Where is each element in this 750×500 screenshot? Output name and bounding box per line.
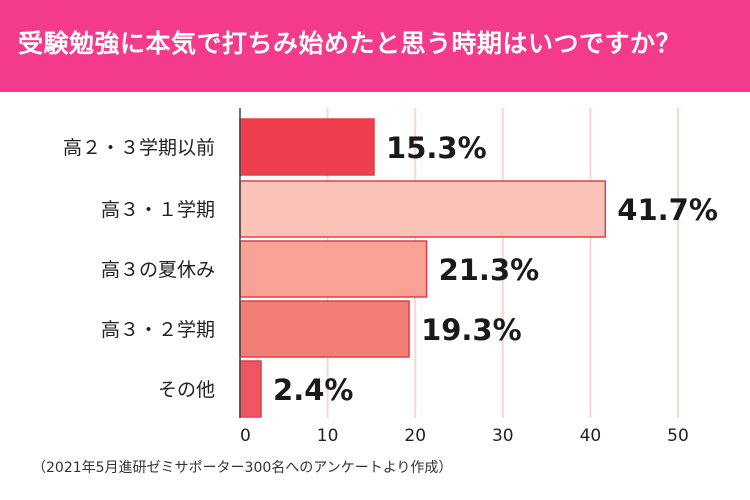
x-tick-label-40: 40 [580,426,602,446]
category-label-3: 高３・２学期 [101,319,215,341]
x-tick-label-0: 0 [240,426,251,446]
x-tick-label-50: 50 [667,426,689,446]
bar-3 [239,300,410,358]
bar-0 [239,118,375,176]
bar-2 [239,240,428,298]
category-label-0: 高２・３学期以前 [63,137,215,159]
value-label-0: 15.3% [386,131,487,165]
bar-1 [239,180,607,238]
x-tick-label-30: 30 [492,426,514,446]
title-banner: 受験勉強に本気で打ちみ始めたと思う時期はいつですか？ [0,0,750,92]
x-tick-label-10: 10 [317,426,339,446]
value-label-2: 21.3% [439,253,540,287]
x-tick-label-20: 20 [404,426,426,446]
category-label-2: 高３の夏休み [101,259,215,281]
value-label-4: 2.4% [273,373,353,407]
category-label-1: 高３・１学期 [101,199,215,221]
value-label-1: 41.7% [617,193,718,227]
bar-4 [239,360,262,418]
value-label-3: 19.3% [421,313,522,347]
survey-footnote: （2021年5月進研ゼミサポーター300名へのアンケートより作成） [32,460,453,476]
category-label-4: その他 [158,379,215,401]
chart-title: 受験勉強に本気で打ちみ始めたと思う時期はいつですか？ [18,29,682,58]
